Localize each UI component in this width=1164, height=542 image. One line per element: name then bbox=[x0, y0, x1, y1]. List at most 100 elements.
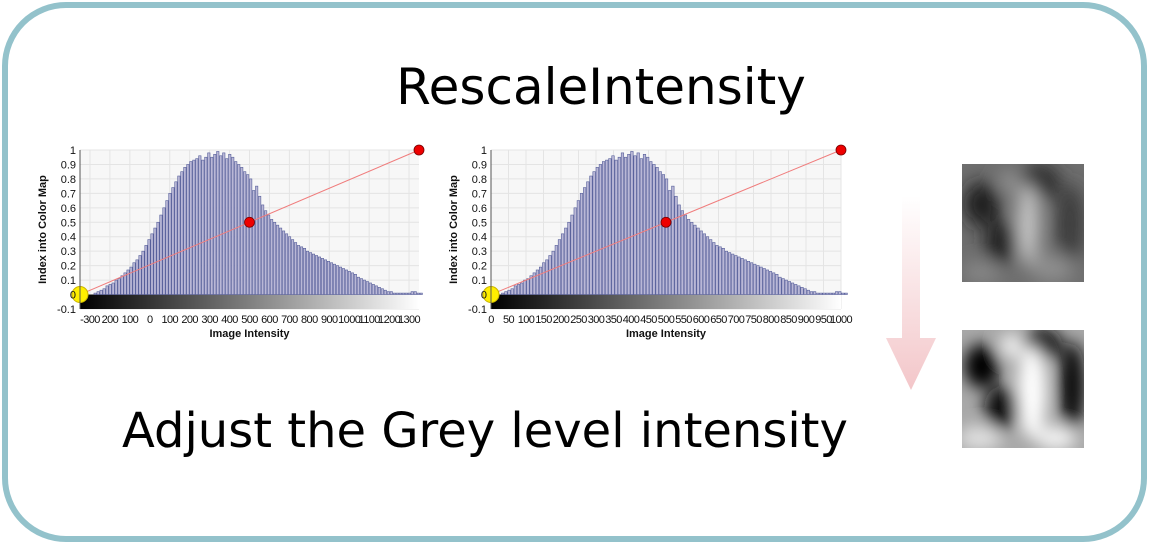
histogram-bar bbox=[624, 156, 628, 295]
histogram-bar bbox=[535, 269, 539, 295]
y-tick-label: 0.2 bbox=[472, 261, 487, 273]
histogram-bar bbox=[338, 266, 342, 295]
histogram-bar bbox=[147, 239, 151, 295]
histogram-bar bbox=[680, 210, 684, 295]
histogram-bar bbox=[709, 239, 713, 295]
x-tick-label: 0 bbox=[488, 314, 494, 326]
histogram-bar bbox=[620, 152, 625, 295]
histogram-bar bbox=[237, 164, 241, 295]
histogram-bar bbox=[551, 250, 555, 295]
histogram-bar bbox=[111, 282, 115, 295]
histogram-bar bbox=[828, 292, 832, 295]
histogram-bar bbox=[141, 250, 145, 295]
y-tick-label: 0 bbox=[70, 290, 76, 302]
histogram-bar bbox=[611, 155, 615, 295]
y-tick-label: 0.3 bbox=[472, 246, 487, 258]
histogram-bar bbox=[759, 266, 763, 295]
histogram-bar bbox=[617, 156, 621, 295]
histogram-bar bbox=[579, 193, 584, 295]
histogram-bar bbox=[646, 156, 650, 295]
histogram-bar bbox=[639, 158, 643, 295]
x-tick-label: 1000 bbox=[830, 314, 853, 326]
histogram-bar bbox=[222, 152, 226, 295]
histogram-bar bbox=[586, 181, 590, 295]
histogram-bar bbox=[353, 274, 357, 295]
histogram-bar bbox=[252, 190, 256, 295]
x-tick-label: 450 bbox=[640, 314, 657, 326]
y-tick-label: 0.3 bbox=[61, 246, 76, 258]
x-tick-label: 300 bbox=[588, 314, 605, 326]
histogram-bar bbox=[633, 155, 637, 295]
histogram-bar bbox=[778, 276, 782, 295]
x-tick-label: 850 bbox=[780, 314, 797, 326]
histogram-bar bbox=[825, 292, 829, 295]
histogram-bar bbox=[762, 268, 766, 295]
histogram-bar bbox=[507, 289, 511, 295]
histogram-bar bbox=[153, 227, 157, 295]
histogram-bar bbox=[329, 262, 333, 295]
x-tick-label: 1000 bbox=[338, 314, 361, 326]
x-tick-label: 100 bbox=[161, 314, 178, 326]
histogram-bar bbox=[734, 255, 738, 295]
control-point-high bbox=[413, 144, 425, 156]
x-tick-label: 1200 bbox=[378, 314, 401, 326]
histogram-bar bbox=[567, 221, 571, 295]
histogram-bar bbox=[784, 279, 788, 295]
histogram-bar bbox=[383, 289, 387, 295]
histogram-bar bbox=[126, 269, 130, 295]
y-axis-label: Index into Color Map bbox=[37, 175, 49, 284]
histogram-bar bbox=[288, 236, 292, 295]
y-tick-label: 0.5 bbox=[472, 217, 487, 229]
down-arrow-icon bbox=[886, 196, 936, 390]
x-tick-label: 700 bbox=[281, 314, 298, 326]
histogram-chart-rescaled: -0.1 0 0.1 0.2 0.3 0.4 0.5 0.6 0.7 0.8 0.9 1 0 50 100 1… bbox=[443, 142, 860, 359]
histogram-bar bbox=[279, 227, 283, 295]
y-tick-label: 0.4 bbox=[61, 232, 76, 244]
histogram-bar bbox=[554, 245, 558, 295]
x-tick-label: 1300 bbox=[398, 314, 421, 326]
histogram-bar bbox=[297, 245, 301, 295]
histogram-bar bbox=[756, 265, 760, 295]
y-tick-label: 0.1 bbox=[61, 275, 76, 287]
x-tick-label: 200 bbox=[553, 314, 570, 326]
histogram-bar bbox=[276, 224, 280, 295]
histogram-bar bbox=[368, 282, 372, 295]
y-tick-label: 0.6 bbox=[472, 203, 487, 215]
histogram-bar bbox=[765, 269, 769, 295]
histogram-bar bbox=[705, 236, 710, 295]
histogram-bar bbox=[156, 221, 160, 295]
control-point-mid bbox=[660, 216, 672, 228]
y-tick-label: 0.4 bbox=[472, 232, 487, 244]
y-tick-label: -0.1 bbox=[468, 304, 487, 316]
histogram-bar bbox=[177, 175, 181, 295]
histogram-bar bbox=[822, 292, 826, 295]
histogram-bar bbox=[135, 259, 139, 295]
histogram-bar bbox=[395, 292, 399, 295]
histogram-bar bbox=[264, 210, 268, 295]
histogram-bar bbox=[743, 259, 747, 295]
y-tick-label: 0.2 bbox=[61, 261, 76, 273]
colorbar bbox=[80, 294, 419, 309]
histogram-bar bbox=[105, 285, 109, 295]
colorbar bbox=[491, 294, 841, 309]
histogram-bar bbox=[523, 279, 527, 295]
x-tick-label: 150 bbox=[535, 314, 552, 326]
histogram-bar bbox=[273, 221, 277, 295]
x-axis-label: Image Intensity bbox=[209, 328, 290, 340]
histogram-bar bbox=[326, 261, 330, 295]
histogram-bar bbox=[592, 171, 596, 295]
histogram-bar bbox=[545, 259, 549, 295]
y-tick-label: 0.9 bbox=[61, 159, 76, 171]
histogram-bar bbox=[630, 151, 634, 295]
histogram-bar bbox=[291, 239, 295, 295]
histogram-bar bbox=[261, 204, 265, 295]
y-tick-label: 0.8 bbox=[472, 174, 487, 186]
after-rescale-image bbox=[962, 330, 1084, 448]
y-tick-label: 0.8 bbox=[61, 174, 76, 186]
histogram-bar bbox=[602, 161, 606, 295]
histogram-bar bbox=[129, 266, 133, 295]
histogram-bar bbox=[642, 154, 647, 295]
histogram-bar bbox=[542, 262, 546, 295]
histogram-bar bbox=[117, 278, 121, 295]
histogram-bar bbox=[285, 233, 289, 295]
